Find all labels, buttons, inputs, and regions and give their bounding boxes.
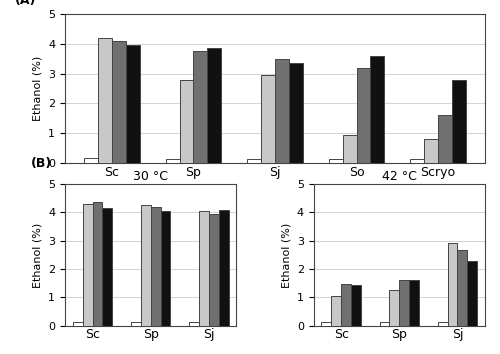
Bar bbox=[424, 139, 438, 163]
Bar bbox=[468, 261, 477, 326]
Bar bbox=[84, 158, 98, 163]
Bar bbox=[331, 296, 341, 326]
Bar bbox=[166, 159, 179, 163]
Bar bbox=[380, 322, 390, 326]
Bar bbox=[322, 322, 331, 326]
Bar bbox=[73, 322, 83, 326]
Bar bbox=[141, 205, 150, 326]
Bar bbox=[341, 284, 351, 326]
Bar bbox=[458, 250, 468, 326]
Bar bbox=[98, 38, 112, 163]
Bar bbox=[356, 68, 370, 163]
Bar bbox=[112, 41, 126, 163]
Bar bbox=[409, 280, 419, 326]
Bar bbox=[209, 214, 219, 326]
Bar bbox=[275, 59, 289, 163]
Bar bbox=[126, 45, 140, 163]
Title: 30 °C: 30 °C bbox=[133, 170, 168, 183]
Bar bbox=[289, 63, 302, 163]
Bar bbox=[131, 322, 141, 326]
Bar bbox=[92, 202, 102, 326]
Bar bbox=[261, 75, 275, 163]
Text: (A): (A) bbox=[14, 0, 36, 7]
Bar bbox=[160, 211, 170, 326]
Bar bbox=[82, 204, 92, 326]
Bar bbox=[351, 285, 361, 326]
Y-axis label: Ethanol (%): Ethanol (%) bbox=[281, 222, 291, 287]
Bar bbox=[180, 80, 194, 163]
Bar bbox=[248, 159, 261, 163]
Bar bbox=[410, 159, 424, 163]
Bar bbox=[329, 159, 342, 163]
Text: (B): (B) bbox=[30, 157, 52, 170]
Bar bbox=[102, 208, 113, 326]
Bar bbox=[438, 322, 448, 326]
Bar bbox=[150, 207, 160, 326]
Bar bbox=[219, 210, 228, 326]
Y-axis label: Ethanol (%): Ethanol (%) bbox=[32, 56, 42, 121]
Bar bbox=[208, 48, 221, 163]
Bar bbox=[438, 115, 452, 163]
Bar bbox=[342, 135, 356, 163]
Bar bbox=[400, 280, 409, 326]
Bar bbox=[370, 56, 384, 163]
Bar bbox=[390, 290, 400, 326]
Y-axis label: Ethanol (%): Ethanol (%) bbox=[32, 222, 42, 287]
Bar bbox=[448, 243, 458, 326]
Bar bbox=[452, 80, 466, 163]
Bar bbox=[199, 211, 209, 326]
Bar bbox=[189, 322, 199, 326]
Title: 42 °C: 42 °C bbox=[382, 170, 416, 183]
Bar bbox=[194, 51, 207, 163]
